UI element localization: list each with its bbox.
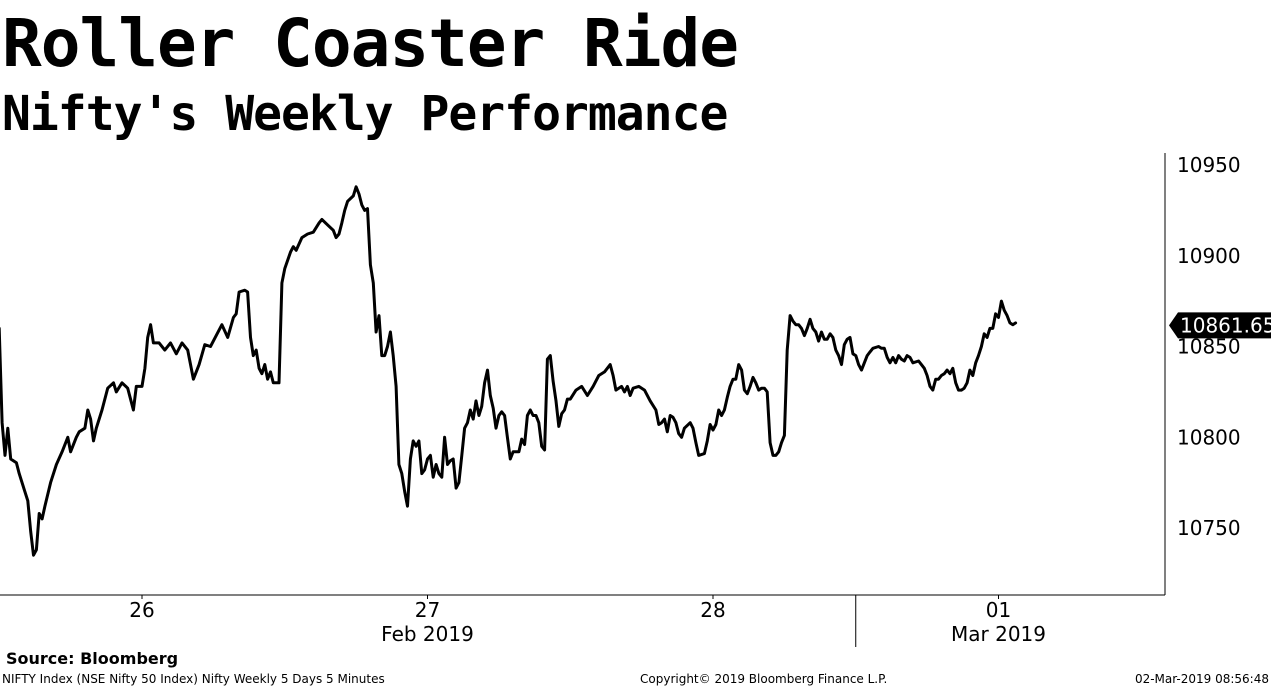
y-tick-label: 10800 — [1177, 425, 1241, 449]
x-tick-label: 01 — [986, 598, 1011, 622]
y-tick-label: 10900 — [1177, 244, 1241, 268]
x-tick-label: 27 — [415, 598, 440, 622]
timestamp-text: 02-Mar-2019 08:56:48 — [1134, 672, 1269, 686]
source-label: Source: Bloomberg — [6, 649, 179, 668]
last-value-badge — [1169, 312, 1271, 339]
last-value-label: 10861.65 — [1180, 313, 1271, 337]
x-tick-label: 26 — [129, 598, 154, 622]
chart-subtitle: Nifty's Weekly Performance — [2, 86, 728, 142]
y-tick-label: 10850 — [1177, 335, 1241, 359]
x-month-label: Feb 2019 — [381, 622, 474, 646]
x-month-label: Mar 2019 — [951, 622, 1046, 646]
chart-axes: 10750 10800 10850 10900 10950 26 27 28 01 Feb 201… — [0, 153, 1241, 647]
y-tick-label: 10750 — [1177, 516, 1241, 540]
copyright-text: Copyright© 2019 Bloomberg Finance L.P. — [640, 672, 888, 686]
series-layer — [0, 185, 1018, 557]
index-description: NIFTY Index (NSE Nifty 50 Index) Nifty W… — [2, 672, 385, 686]
y-tick-label: 10950 — [1177, 153, 1241, 177]
x-tick-label: 28 — [700, 598, 725, 622]
last-value-badge-group: 10861.65 — [1169, 312, 1271, 339]
series-line-nifty — [0, 185, 1018, 557]
chart-title: Roller Coaster Ride — [2, 5, 739, 82]
